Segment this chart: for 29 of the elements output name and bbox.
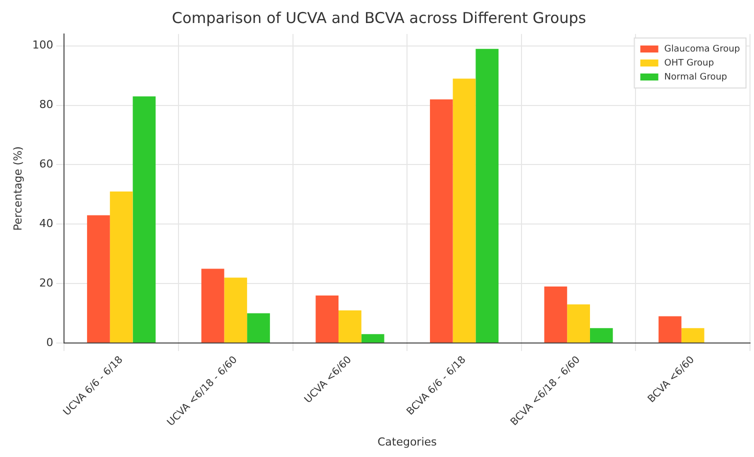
chart-title: Comparison of UCVA and BCVA across Different Groups [172, 8, 586, 27]
legend-label: Glaucoma Group [664, 44, 740, 54]
bar [452, 78, 476, 343]
bar [247, 313, 270, 343]
bar [567, 304, 590, 343]
y-tick-label: 60 [39, 158, 54, 171]
bar [224, 278, 248, 343]
bar [361, 334, 384, 343]
bar [201, 268, 224, 343]
bar [658, 316, 682, 343]
bar [338, 310, 362, 343]
bar [87, 215, 110, 343]
bar [681, 328, 704, 343]
x-axis-title: Categories [377, 435, 438, 448]
bar [476, 48, 499, 343]
bar [132, 96, 156, 343]
bar [316, 295, 339, 343]
y-axis-title: Percentage (%) [11, 146, 24, 231]
y-tick-label: 100 [32, 38, 54, 52]
y-tick-label: 20 [39, 276, 54, 290]
y-tick-label: 80 [39, 98, 54, 112]
y-tick-label: 0 [46, 336, 54, 349]
legend-label: Normal Group [664, 72, 728, 82]
bar [430, 99, 453, 343]
bar [544, 286, 568, 343]
y-tick-label: 40 [39, 217, 54, 230]
bar [590, 328, 613, 343]
bar [110, 191, 133, 343]
legend-label: OHT Group [664, 58, 714, 68]
